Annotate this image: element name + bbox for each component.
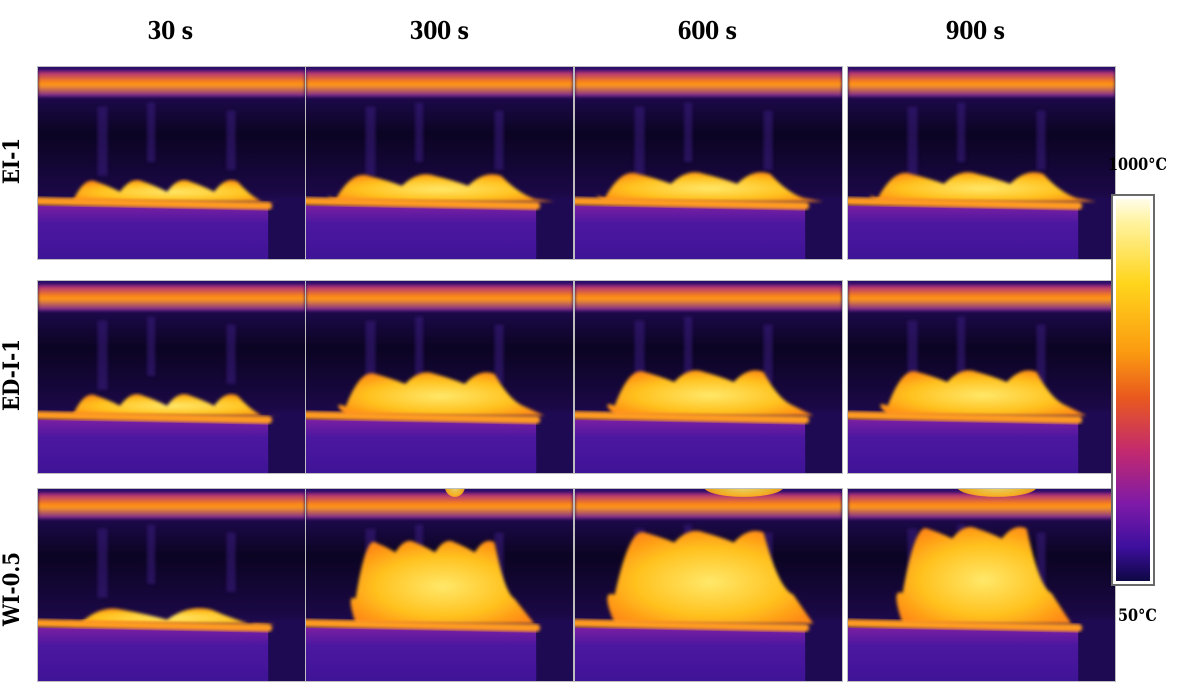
column-label-900s: 900 s (945, 16, 1005, 45)
thermal-image-ed-i-1-600s (574, 280, 843, 474)
thermal-image-ed-i-1-300s (305, 280, 574, 474)
thermal-image-ed-i-1-900s (847, 280, 1116, 474)
thermal-image-wi-0-5-30s (37, 488, 306, 682)
row-label-wi-0-5: WI-0.5 (0, 551, 25, 627)
colorbar-gradient (1116, 199, 1150, 581)
thermal-image-wi-0-5-600s (574, 488, 843, 682)
thermal-image-ei-1-300s (305, 66, 574, 260)
thermal-image-ei-1-900s (847, 66, 1116, 260)
column-label-300s: 300 s (409, 16, 469, 45)
colorbar-min-label: 50°C (1118, 606, 1157, 626)
thermal-image-wi-0-5-900s (847, 488, 1116, 682)
thermal-image-ed-i-1-30s (37, 280, 306, 474)
row-label-ei-1: EI-1 (0, 137, 25, 185)
thermal-image-ei-1-30s (37, 66, 306, 260)
column-label-30s: 30 s (147, 16, 193, 45)
column-label-600s: 600 s (677, 16, 737, 45)
thermal-image-wi-0-5-300s (305, 488, 574, 682)
thermal-image-ei-1-600s (574, 66, 843, 260)
colorbar-max-label: 1000°C (1108, 155, 1167, 175)
row-label-ed-i-1: ED-I-1 (0, 338, 25, 412)
temperature-colorbar (1111, 194, 1155, 586)
